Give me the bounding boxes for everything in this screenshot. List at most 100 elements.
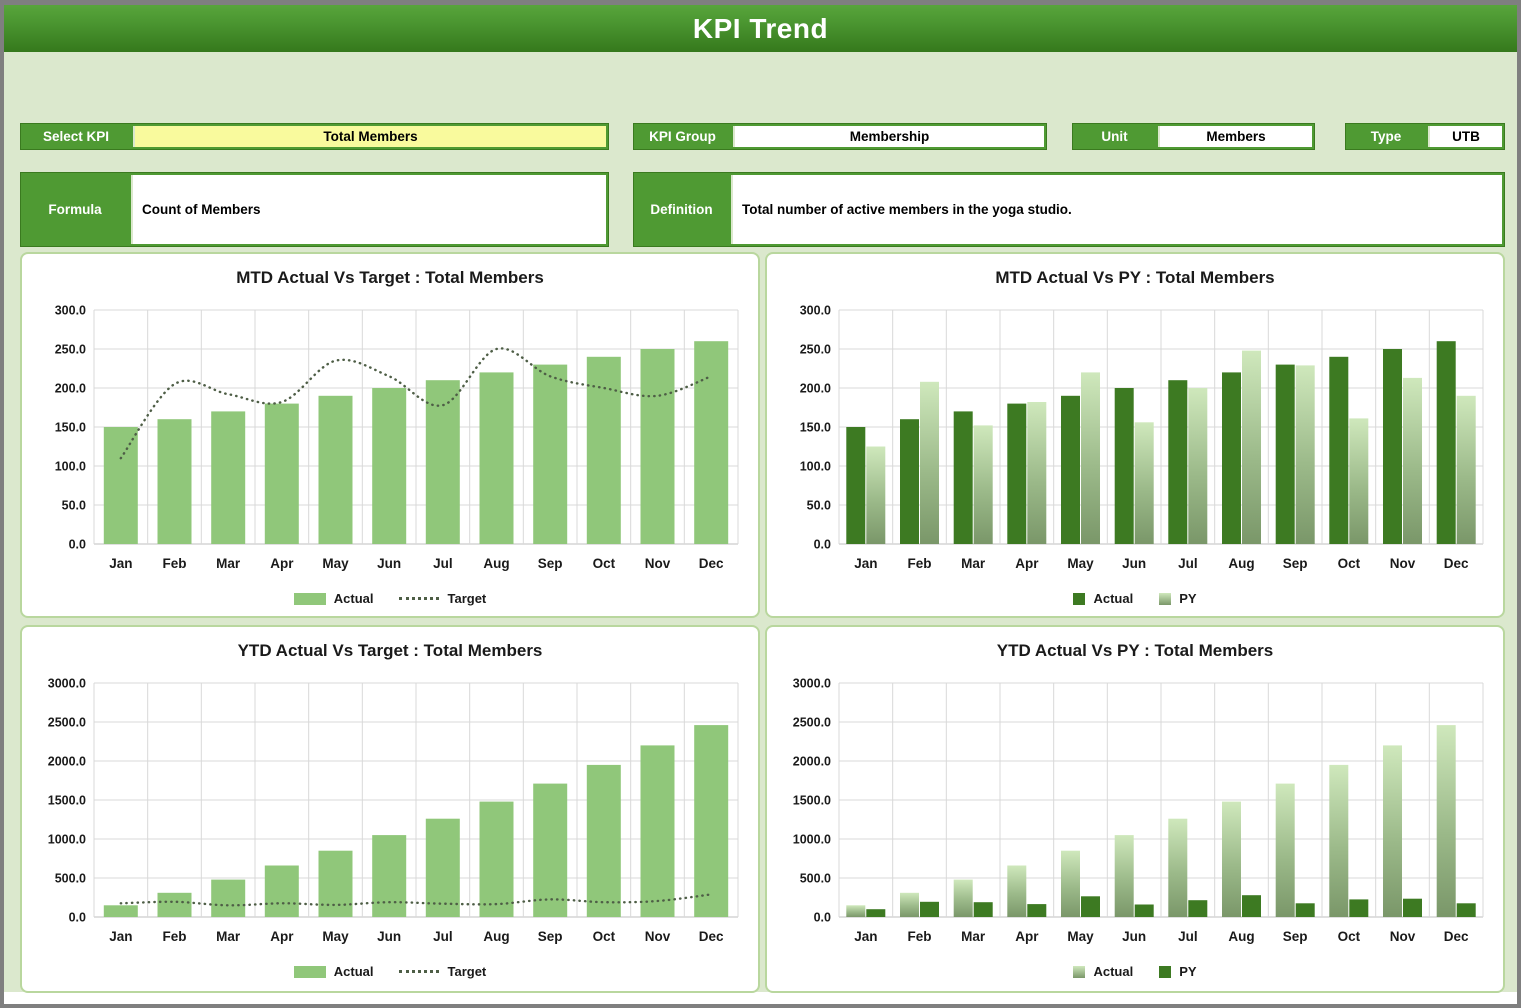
x-axis-label: Jan xyxy=(854,929,877,944)
bar xyxy=(1295,365,1315,544)
legend-label: PY xyxy=(1179,964,1197,979)
select-kpi-field[interactable]: Total Members xyxy=(133,126,606,147)
x-axis-label: Jun xyxy=(1122,929,1146,944)
y-axis-tick: 50.0 xyxy=(807,499,831,513)
actual-swatch xyxy=(1073,592,1086,605)
x-axis-label: Mar xyxy=(961,929,986,944)
bar xyxy=(1383,745,1402,917)
bar xyxy=(1134,422,1154,544)
bar xyxy=(1275,783,1295,917)
bar xyxy=(586,764,621,917)
x-axis-label: Apr xyxy=(1015,929,1039,944)
x-axis-labels: Jan Feb Mar Apr May Jun Jul Aug Sep Oct Nov Dec xyxy=(109,556,724,571)
x-axis-label: Aug xyxy=(483,556,509,571)
chart-panel-mtd-actual-vs-py: MTD Actual Vs PY : Total Members 0.0 50.0… xyxy=(765,252,1505,618)
bar xyxy=(1275,364,1295,544)
bar xyxy=(1383,349,1402,544)
bar xyxy=(318,395,353,544)
legend-item-actual: Actual xyxy=(1073,964,1133,979)
chart-panel-ytd-actual-vs-py: YTD Actual Vs PY : Total Members 0.0 500.… xyxy=(765,625,1505,993)
x-axis-label: Feb xyxy=(907,556,931,571)
x-axis-label: Dec xyxy=(1444,556,1469,571)
y-axis-tick: 3000.0 xyxy=(48,677,86,691)
bar xyxy=(586,356,621,544)
definition-label: Definition xyxy=(650,202,713,217)
chart-canvas: 0.0 500.0 1000.0 1500.0 2000.0 2500.0 3000.0 Ja… xyxy=(793,677,1484,944)
y-axis-tick: 250.0 xyxy=(55,343,86,357)
bars-py xyxy=(866,350,1476,544)
x-axis-label: Jan xyxy=(854,556,877,571)
bar xyxy=(372,835,407,917)
x-axis-label: May xyxy=(322,556,349,571)
y-axis-tick: 500.0 xyxy=(800,872,831,886)
x-axis-label: Jul xyxy=(1178,556,1198,571)
legend-item-py: PY xyxy=(1159,964,1197,979)
x-axis-label: Mar xyxy=(216,556,241,571)
bar xyxy=(1349,899,1369,917)
kpi-group-block: KPI Group Membership xyxy=(633,123,1047,150)
legend-item-target: Target xyxy=(399,964,486,979)
chart-legend: Actual Target xyxy=(22,591,758,606)
dashboard-page: Select KPI Total Members KPI Group Membe… xyxy=(4,52,1517,993)
gridlines xyxy=(93,682,739,918)
y-axis-tick: 2000.0 xyxy=(48,755,86,769)
x-axis-label: Nov xyxy=(645,929,671,944)
formula-label: Formula xyxy=(48,202,102,217)
x-axis-labels: Jan Feb Mar Apr May Jun Jul Aug Sep Oct Nov Dec xyxy=(854,929,1469,944)
bar xyxy=(866,909,886,917)
bar xyxy=(425,818,460,917)
py-swatch xyxy=(1159,965,1172,978)
title-banner: KPI Trend xyxy=(4,5,1517,52)
bar xyxy=(1081,896,1100,917)
bar xyxy=(157,419,192,544)
x-axis-label: Jun xyxy=(377,929,401,944)
bar xyxy=(1188,900,1208,917)
x-axis-label: Mar xyxy=(216,929,241,944)
x-axis-label: Oct xyxy=(1338,929,1361,944)
bar xyxy=(1061,850,1080,917)
x-axis-label: Apr xyxy=(270,556,294,571)
legend-item-actual: Actual xyxy=(293,591,373,606)
bars-actual xyxy=(846,725,1456,917)
x-axis-label: May xyxy=(1067,929,1094,944)
bar xyxy=(953,879,973,917)
page-title: KPI Trend xyxy=(692,12,829,44)
y-axis-tick: 0.0 xyxy=(69,911,86,925)
y-axis-tick: 100.0 xyxy=(55,460,86,474)
unit-label: Unit xyxy=(1101,129,1128,144)
bar xyxy=(1222,801,1241,917)
bar xyxy=(1027,402,1047,544)
x-axis-label: Nov xyxy=(645,556,671,571)
chart-plot-area: 0.0 500.0 1000.0 1500.0 2000.0 2500.0 3000.0 Ja… xyxy=(767,667,1503,960)
y-axis-tick: 1500.0 xyxy=(48,794,86,808)
chart-canvas: 0.0 50.0 100.0 150.0 200.0 250.0 300.0 Jan Feb Ma… xyxy=(800,304,1484,571)
x-axis-label: Aug xyxy=(483,929,509,944)
x-axis-label: Feb xyxy=(162,929,186,944)
legend-item-py: PY xyxy=(1159,591,1197,606)
legend-label: PY xyxy=(1179,591,1197,606)
y-axis-ticks: 0.0 500.0 1000.0 1500.0 2000.0 2500.0 3000.0 xyxy=(793,677,831,925)
x-axis-label: Mar xyxy=(961,556,986,571)
definition-block: Definition Total number of active member… xyxy=(633,172,1505,247)
type-block: Type UTB xyxy=(1345,123,1505,150)
x-axis-label: Dec xyxy=(699,929,724,944)
bar xyxy=(211,879,246,917)
gridlines xyxy=(838,682,1484,918)
y-axis-tick: 250.0 xyxy=(800,343,831,357)
y-axis-ticks: 0.0 500.0 1000.0 1500.0 2000.0 2500.0 3000.0 xyxy=(48,677,86,925)
bar xyxy=(1436,341,1456,544)
x-axis-label: Apr xyxy=(1015,556,1039,571)
bar xyxy=(479,372,514,544)
chart-title: YTD Actual Vs PY : Total Members xyxy=(996,641,1274,660)
target-line-swatch xyxy=(399,597,440,600)
bars-actual xyxy=(103,341,729,544)
y-axis-tick: 100.0 xyxy=(800,460,831,474)
y-axis-tick: 2500.0 xyxy=(48,716,86,730)
actual-swatch xyxy=(293,965,326,978)
type-field: UTB xyxy=(1428,126,1502,147)
gridlines xyxy=(838,309,1484,545)
bar xyxy=(1168,380,1188,544)
bar xyxy=(103,905,138,917)
y-axis-tick: 2500.0 xyxy=(793,716,831,730)
bar xyxy=(1007,403,1027,544)
